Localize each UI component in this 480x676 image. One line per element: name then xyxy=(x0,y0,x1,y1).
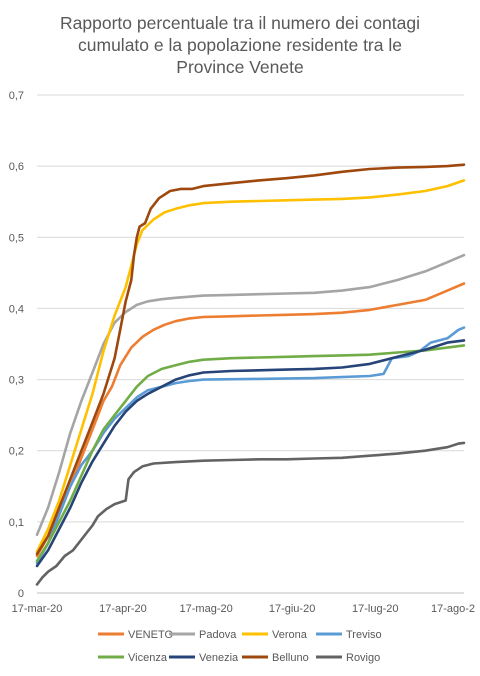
legend-entry: Venezia xyxy=(199,652,239,664)
chart-title-line: Rapporto percentuale tra il numero dei c… xyxy=(60,13,420,33)
series-line-rovigo xyxy=(35,441,466,586)
legend-entry: Verona xyxy=(272,629,308,641)
series-line-belluno xyxy=(35,163,466,556)
chart-title-line: Province Venete xyxy=(176,57,304,77)
y-tick-label: 0,6 xyxy=(9,161,24,173)
chart-title-line: cumulato e la popolazione residente tra … xyxy=(78,35,402,55)
legend-entry: Treviso xyxy=(346,629,382,641)
legend-entry: VENETO xyxy=(128,629,173,641)
x-tick-label: 17-giu-20 xyxy=(269,603,315,615)
y-tick-label: 0,2 xyxy=(9,446,24,458)
x-tick-label: 17-ago-2 xyxy=(431,603,475,615)
chart-title: Rapporto percentuale tra il numero dei c… xyxy=(20,12,460,78)
y-tick-label: 0,5 xyxy=(9,232,24,244)
y-tick-label: 0,3 xyxy=(9,375,24,387)
series-line-veneto xyxy=(35,282,466,558)
legend-entry: Belluno xyxy=(272,652,309,664)
series-line-vicenza xyxy=(35,344,466,563)
legend-entry: Rovigo xyxy=(346,652,380,664)
legend-entry: Vicenza xyxy=(128,652,168,664)
y-tick-label: 0,7 xyxy=(9,90,24,102)
x-tick-label: 17-mar-20 xyxy=(12,603,63,615)
x-tick-label: 17-apr-20 xyxy=(99,603,147,615)
y-tick-label: 0,4 xyxy=(9,303,24,315)
series-line-verona xyxy=(35,179,466,554)
series-line-padova xyxy=(35,253,466,537)
x-tick-label: 17-lug-20 xyxy=(352,603,398,615)
legend-entry: Padova xyxy=(199,629,237,641)
y-tick-label: 0 xyxy=(18,588,24,600)
y-tick-label: 0,1 xyxy=(9,517,24,529)
series-line-venezia xyxy=(35,339,466,568)
x-tick-label: 17-mag-20 xyxy=(180,603,233,615)
